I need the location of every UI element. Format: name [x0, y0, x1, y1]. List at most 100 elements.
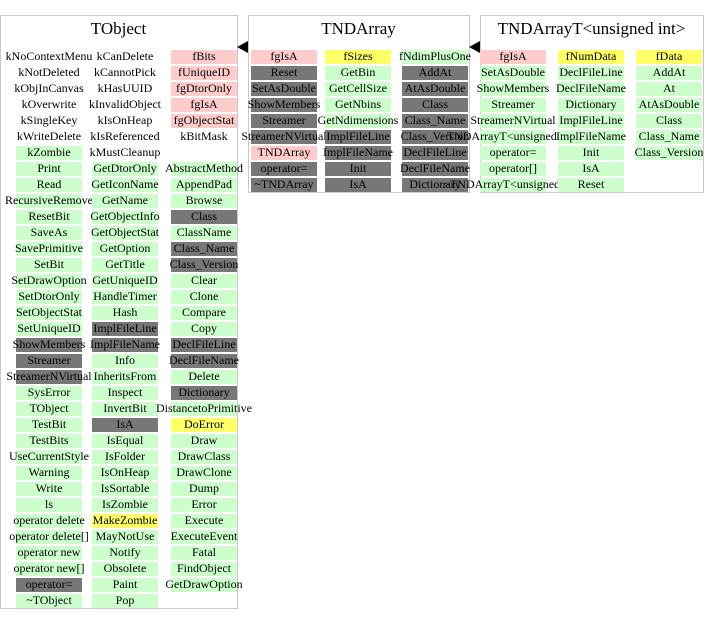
- member-label: fgIsA: [499, 49, 527, 63]
- member-label: kZombie: [27, 145, 70, 159]
- member-label: ShowMembers: [13, 337, 86, 351]
- member-label: operator delete: [13, 513, 85, 527]
- member-label: Compare: [182, 305, 226, 319]
- member-label: kHasUUID: [98, 81, 153, 95]
- member-label: DeclFileName: [169, 353, 239, 367]
- member-cell: [92, 290, 158, 304]
- member-label: Warning: [28, 465, 69, 479]
- member-cell: [16, 370, 82, 384]
- member-label: TNDArrayT<unsigned int>: [447, 129, 580, 143]
- member-label: ExecuteEvent: [171, 529, 238, 543]
- member-cell: [251, 178, 317, 192]
- member-label: Init: [583, 145, 600, 159]
- member-cell: [16, 546, 82, 560]
- member-label: SavePrimitive: [15, 241, 83, 255]
- member-cell: [171, 50, 237, 64]
- member-label: Class_Version: [170, 257, 239, 271]
- member-cell: [480, 98, 546, 112]
- member-label: IsFolder: [105, 449, 145, 463]
- member-cell: [16, 162, 82, 176]
- member-cell: [16, 306, 82, 320]
- member-cell: [402, 98, 468, 112]
- member-cell: [16, 450, 82, 464]
- member-label: ls: [45, 497, 53, 511]
- member-cell: [171, 482, 237, 496]
- member-cell: [92, 530, 158, 544]
- member-cell: [92, 210, 158, 224]
- member-cell: [92, 226, 158, 240]
- member-cell: [636, 82, 702, 96]
- member-cell: [16, 354, 82, 368]
- member-cell: [92, 402, 158, 416]
- member-label: DeclFileLine: [403, 145, 466, 159]
- member-label: fgDtorOnly: [176, 81, 232, 95]
- member-label: Notify: [109, 545, 140, 559]
- member-label: ClassName: [177, 225, 232, 239]
- member-label: Streamer: [27, 353, 70, 367]
- member-cell: [402, 178, 468, 192]
- member-cell: [171, 354, 237, 368]
- member-cell: [171, 290, 237, 304]
- member-cell: [325, 82, 391, 96]
- member-label: TestBit: [32, 417, 67, 431]
- member-cell: [402, 50, 468, 64]
- member-cell: [16, 514, 82, 528]
- member-cell: [16, 290, 82, 304]
- member-label: UseCurrentStyle: [9, 449, 89, 463]
- member-cell: [325, 146, 391, 160]
- member-cell: [480, 114, 546, 128]
- member-label: fData: [656, 49, 683, 63]
- member-cell: [402, 82, 468, 96]
- member-label: SetDtorOnly: [18, 289, 79, 303]
- member-label: kObjInCanvas: [14, 81, 84, 95]
- member-cell: [558, 66, 624, 80]
- member-cell: [251, 114, 317, 128]
- member-cell: [92, 274, 158, 288]
- member-cell: [558, 82, 624, 96]
- member-cell: [171, 66, 237, 80]
- member-label: Copy: [191, 321, 217, 335]
- member-label: Read: [37, 177, 62, 191]
- member-cell: [171, 274, 237, 288]
- member-label: MakeZombie: [93, 513, 158, 527]
- member-cell: [171, 82, 237, 96]
- member-cell: [16, 578, 82, 592]
- member-cell: [251, 50, 317, 64]
- member-cell: [480, 82, 546, 96]
- member-cell: [636, 130, 702, 144]
- member-label: Dictionary: [565, 97, 616, 111]
- member-cell: [92, 338, 158, 352]
- member-label: IsA: [116, 417, 134, 431]
- member-label: fgIsA: [270, 49, 298, 63]
- inheritance-arrow: [237, 41, 248, 53]
- member-label: ResetBit: [28, 209, 70, 223]
- member-label: kNoContextMenu: [6, 49, 93, 63]
- member-label: DeclFileName: [556, 81, 626, 95]
- member-cell: [171, 114, 237, 128]
- member-label: SetBit: [34, 257, 65, 271]
- member-cell: [171, 450, 237, 464]
- member-cell: [325, 50, 391, 64]
- member-cell: [92, 354, 158, 368]
- member-label: Class: [191, 209, 217, 223]
- member-label: InheritsFrom: [94, 369, 157, 383]
- member-cell: [92, 594, 158, 608]
- member-label: IsA: [582, 161, 600, 175]
- member-label: GetIconName: [91, 177, 158, 191]
- member-label: GetNbins: [335, 97, 381, 111]
- member-cell: [16, 274, 82, 288]
- member-label: ~TObject: [26, 593, 72, 607]
- member-label: GetNdimensions: [318, 113, 399, 127]
- member-cell: [402, 130, 468, 144]
- member-label: Delete: [188, 369, 219, 383]
- member-label: GetBin: [341, 65, 376, 79]
- member-cell: [171, 338, 237, 352]
- member-cell: [636, 114, 702, 128]
- member-cell: [171, 98, 237, 112]
- member-cell: [92, 434, 158, 448]
- member-cell: [558, 178, 624, 192]
- member-cell: [171, 562, 237, 576]
- member-label: kIsReferenced: [90, 129, 159, 143]
- member-label: Dictionary: [178, 385, 229, 399]
- member-cell: [92, 546, 158, 560]
